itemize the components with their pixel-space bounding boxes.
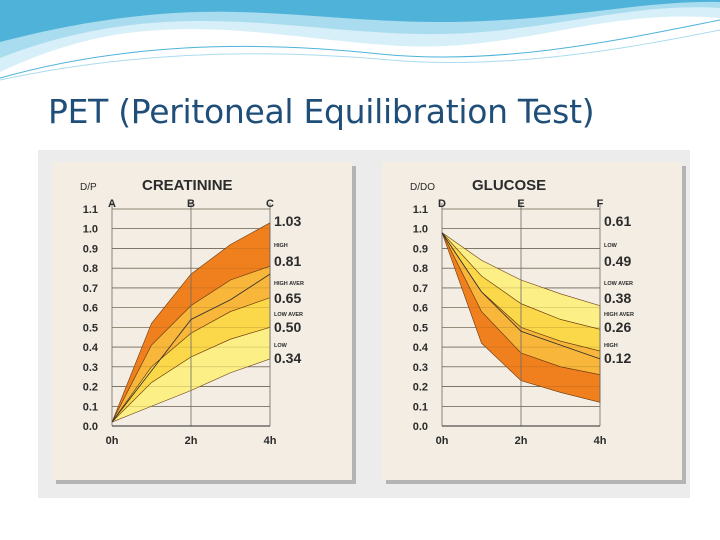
glucose-y-tick-label: 0.6 xyxy=(413,303,428,315)
glucose-column-label: F xyxy=(597,198,604,210)
creatinine-column-label: C xyxy=(266,198,274,210)
slide-title: PET (Peritoneal Equilibration Test) xyxy=(48,92,595,131)
glucose-y-tick-label: 0.9 xyxy=(413,243,428,255)
wave-line xyxy=(0,19,720,79)
wave-line xyxy=(0,29,720,81)
creatinine-value-label: 0.81 xyxy=(274,253,301,269)
glucose-value-label: 0.61 xyxy=(604,213,631,229)
creatinine-category-label: HIGH AVER xyxy=(274,281,304,287)
creatinine-category-label: LOW xyxy=(274,343,288,349)
glucose-title: GLUCOSE xyxy=(472,177,546,194)
creatinine-x-tick-label: 4h xyxy=(264,435,277,447)
creatinine-y-tick-label: 0.5 xyxy=(83,322,98,334)
glucose-y-tick-label: 0.8 xyxy=(413,263,428,275)
creatinine-value-label: 1.03 xyxy=(274,213,301,229)
glucose-category-label: LOW AVER xyxy=(604,281,633,287)
creatinine-value-label: 0.34 xyxy=(274,350,301,366)
creatinine-y-tick-label: 0.1 xyxy=(83,401,98,413)
glucose-y-tick-label: 0.0 xyxy=(413,421,428,433)
header-wave-decoration xyxy=(0,0,720,81)
glucose-column-label: E xyxy=(517,198,524,210)
creatinine-chart: CREATININE D/P 1.1 1.0 0.9 0.8 0.7 0.6 0.5 0.4 0.3… xyxy=(80,177,304,447)
creatinine-y-tick-label: 0.8 xyxy=(83,263,98,275)
creatinine-y-tick-label: 1.0 xyxy=(83,224,98,236)
glucose-x-tick-label: 4h xyxy=(594,435,607,447)
glucose-y-tick-label: 0.4 xyxy=(413,342,429,354)
glucose-x-tick-label: 2h xyxy=(515,435,528,447)
creatinine-y-tick-label: 0.7 xyxy=(83,283,98,295)
glucose-y-tick-label: 0.5 xyxy=(413,322,428,334)
creatinine-y-tick-label: 0.6 xyxy=(83,303,98,315)
glucose-chart-panel: GLUCOSE D/DO 1.1 1.0 0.9 0.8 0.7 0.6 0.5 0.4 0.3 0.… xyxy=(382,162,682,480)
glucose-column-label: D xyxy=(438,198,446,210)
glucose-category-label: HIGH xyxy=(604,343,618,349)
glucose-y-label: D/DO xyxy=(410,182,435,193)
creatinine-category-label: LOW AVER xyxy=(274,312,303,318)
creatinine-mean-line xyxy=(111,273,271,423)
glucose-y-tick-label: 1.0 xyxy=(413,224,428,236)
creatinine-x-tick-label: 2h xyxy=(185,435,198,447)
glucose-category-label: HIGH AVER xyxy=(604,312,634,318)
creatinine-column-label: B xyxy=(187,198,195,210)
glucose-value-label: 0.12 xyxy=(604,350,631,366)
creatinine-y-tick-label: 0.3 xyxy=(83,362,98,374)
creatinine-category-label: HIGH xyxy=(274,243,288,249)
creatinine-y-tick-label: 0.2 xyxy=(83,382,98,394)
creatinine-y-tick-label: 0.0 xyxy=(83,421,98,433)
glucose-y-tick-label: 0.1 xyxy=(413,401,428,413)
glucose-y-tick-label: 0.7 xyxy=(413,283,428,295)
glucose-value-label: 0.49 xyxy=(604,253,631,269)
glucose-y-tick-label: 0.3 xyxy=(413,362,428,374)
glucose-y-tick-label: 0.2 xyxy=(413,382,428,394)
wave-front xyxy=(0,0,720,42)
creatinine-value-label: 0.50 xyxy=(274,319,301,335)
creatinine-y-tick-label: 1.1 xyxy=(83,204,98,216)
creatinine-column-label: A xyxy=(108,198,116,210)
creatinine-value-label: 0.65 xyxy=(274,290,301,306)
glucose-value-label: 0.26 xyxy=(604,319,631,335)
glucose-x-tick-label: 0h xyxy=(436,435,449,447)
creatinine-y-label: D/P xyxy=(80,182,97,193)
creatinine-chart-panel: CREATININE D/P 1.1 1.0 0.9 0.8 0.7 0.6 0.5 0.4 0.3… xyxy=(52,162,352,480)
creatinine-y-tick-label: 0.9 xyxy=(83,243,98,255)
glucose-value-label: 0.38 xyxy=(604,290,631,306)
creatinine-y-tick-label: 0.4 xyxy=(83,342,99,354)
glucose-y-tick-label: 1.1 xyxy=(413,204,428,216)
glucose-category-label: LOW xyxy=(604,243,618,249)
glucose-mean-line xyxy=(441,232,601,360)
creatinine-title: CREATININE xyxy=(142,177,233,194)
glucose-chart: GLUCOSE D/DO 1.1 1.0 0.9 0.8 0.7 0.6 0.5 0.4 0.3 0.… xyxy=(410,177,634,447)
creatinine-x-tick-label: 0h xyxy=(106,435,119,447)
